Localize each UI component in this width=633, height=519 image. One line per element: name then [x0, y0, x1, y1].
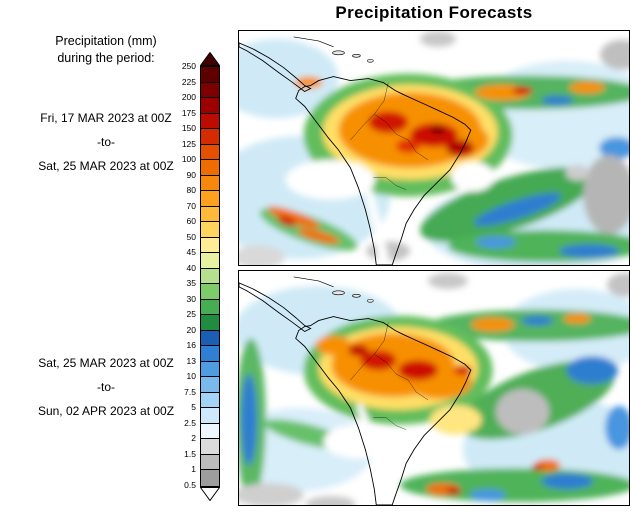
legend-cell [201, 377, 219, 393]
legend-cell [201, 315, 219, 331]
legend-under-arrow [200, 486, 220, 501]
legend-tick: 200 [181, 92, 196, 102]
legend-tick: 90 [186, 169, 196, 180]
legend-cell [201, 113, 219, 129]
period-1-separator: -to- [97, 135, 115, 149]
legend-tick: 40 [186, 262, 196, 273]
legend-cells [200, 66, 220, 487]
legend-cell [201, 222, 219, 238]
legend-tick: 50 [186, 231, 196, 242]
legend-cell [201, 206, 219, 222]
legend-heading-line2: during the period: [57, 51, 155, 65]
forecast-map-week1-svg [239, 31, 629, 265]
legend-tick: 25 [186, 309, 196, 319]
legend-heading-line1: Precipitation (mm) [55, 34, 157, 48]
forecast-map-week1 [238, 30, 630, 266]
legend-tick: 5 [191, 402, 196, 412]
legend-cell [201, 439, 219, 455]
legend-tick: 1 [191, 464, 196, 474]
forecast-map-week2-svg [239, 271, 629, 505]
legend-cell [201, 268, 219, 284]
legend-tick: 35 [186, 278, 196, 288]
legend-tick: 250 [181, 61, 196, 71]
forecast-map-week2 [238, 270, 630, 506]
legend-cell [201, 144, 219, 160]
legend-cell [201, 237, 219, 253]
legend-cell [201, 454, 219, 470]
legend-tick: 70 [186, 200, 196, 211]
legend-tick: 30 [186, 293, 196, 304]
period-1-block: Fri, 17 MAR 2023 at 00Z -to- Sat, 25 MAR… [0, 106, 212, 178]
legend-cell [201, 330, 219, 346]
legend-over-arrow [200, 52, 220, 66]
period-2-end: Sun, 02 APR 2023 at 00Z [37, 404, 175, 418]
legend-tick: 60 [186, 216, 196, 226]
legend-cell [201, 253, 219, 269]
legend-cell [201, 346, 219, 362]
legend-cell [201, 299, 219, 315]
coastline-week2 [239, 276, 472, 505]
legend-tick: 13 [186, 355, 196, 366]
legend-cell [201, 67, 219, 83]
legend-tick: 225 [181, 76, 196, 87]
legend-tick: 45 [186, 247, 196, 257]
legend-tick: 80 [186, 185, 196, 195]
legend-cell [201, 470, 219, 486]
legend-cell [201, 361, 219, 377]
coastline-week1 [239, 36, 472, 265]
legend-tick: 16 [186, 340, 196, 350]
legend-cell [201, 284, 219, 300]
legend-cell [201, 392, 219, 408]
legend-tick: 2 [191, 433, 196, 443]
period-2-separator: -to- [97, 380, 115, 394]
legend-tick: 150 [181, 123, 196, 133]
legend-tick: 0.5 [184, 479, 196, 490]
legend-cell [201, 408, 219, 424]
legend-cell [201, 82, 219, 98]
legend-tick: 7.5 [184, 386, 196, 397]
legend-tick: 10 [186, 371, 196, 381]
legend-heading: Precipitation (mm) during the period: [4, 33, 208, 67]
period-1-start: Fri, 17 MAR 2023 at 00Z [40, 111, 172, 125]
legend-cell [201, 423, 219, 439]
period-2-start: Sat, 25 MAR 2023 at 00Z [38, 356, 174, 370]
period-2-block: Sat, 25 MAR 2023 at 00Z -to- Sun, 02 APR… [0, 351, 212, 423]
legend-colorbar [200, 52, 220, 501]
legend-tick: 1.5 [184, 448, 196, 459]
legend-tick: 175 [181, 107, 196, 118]
legend-cell [201, 175, 219, 191]
legend-tick: 2.5 [184, 417, 196, 428]
legend-cell [201, 129, 219, 145]
legend-cell [201, 191, 219, 207]
period-1-end: Sat, 25 MAR 2023 at 00Z [38, 159, 174, 173]
legend-cell [201, 160, 219, 176]
legend-cell [201, 98, 219, 114]
legend-tick: 125 [181, 138, 196, 149]
legend-tick: 100 [181, 154, 196, 164]
legend-tick: 20 [186, 324, 196, 335]
page-title: Precipitation Forecasts [335, 3, 533, 22]
